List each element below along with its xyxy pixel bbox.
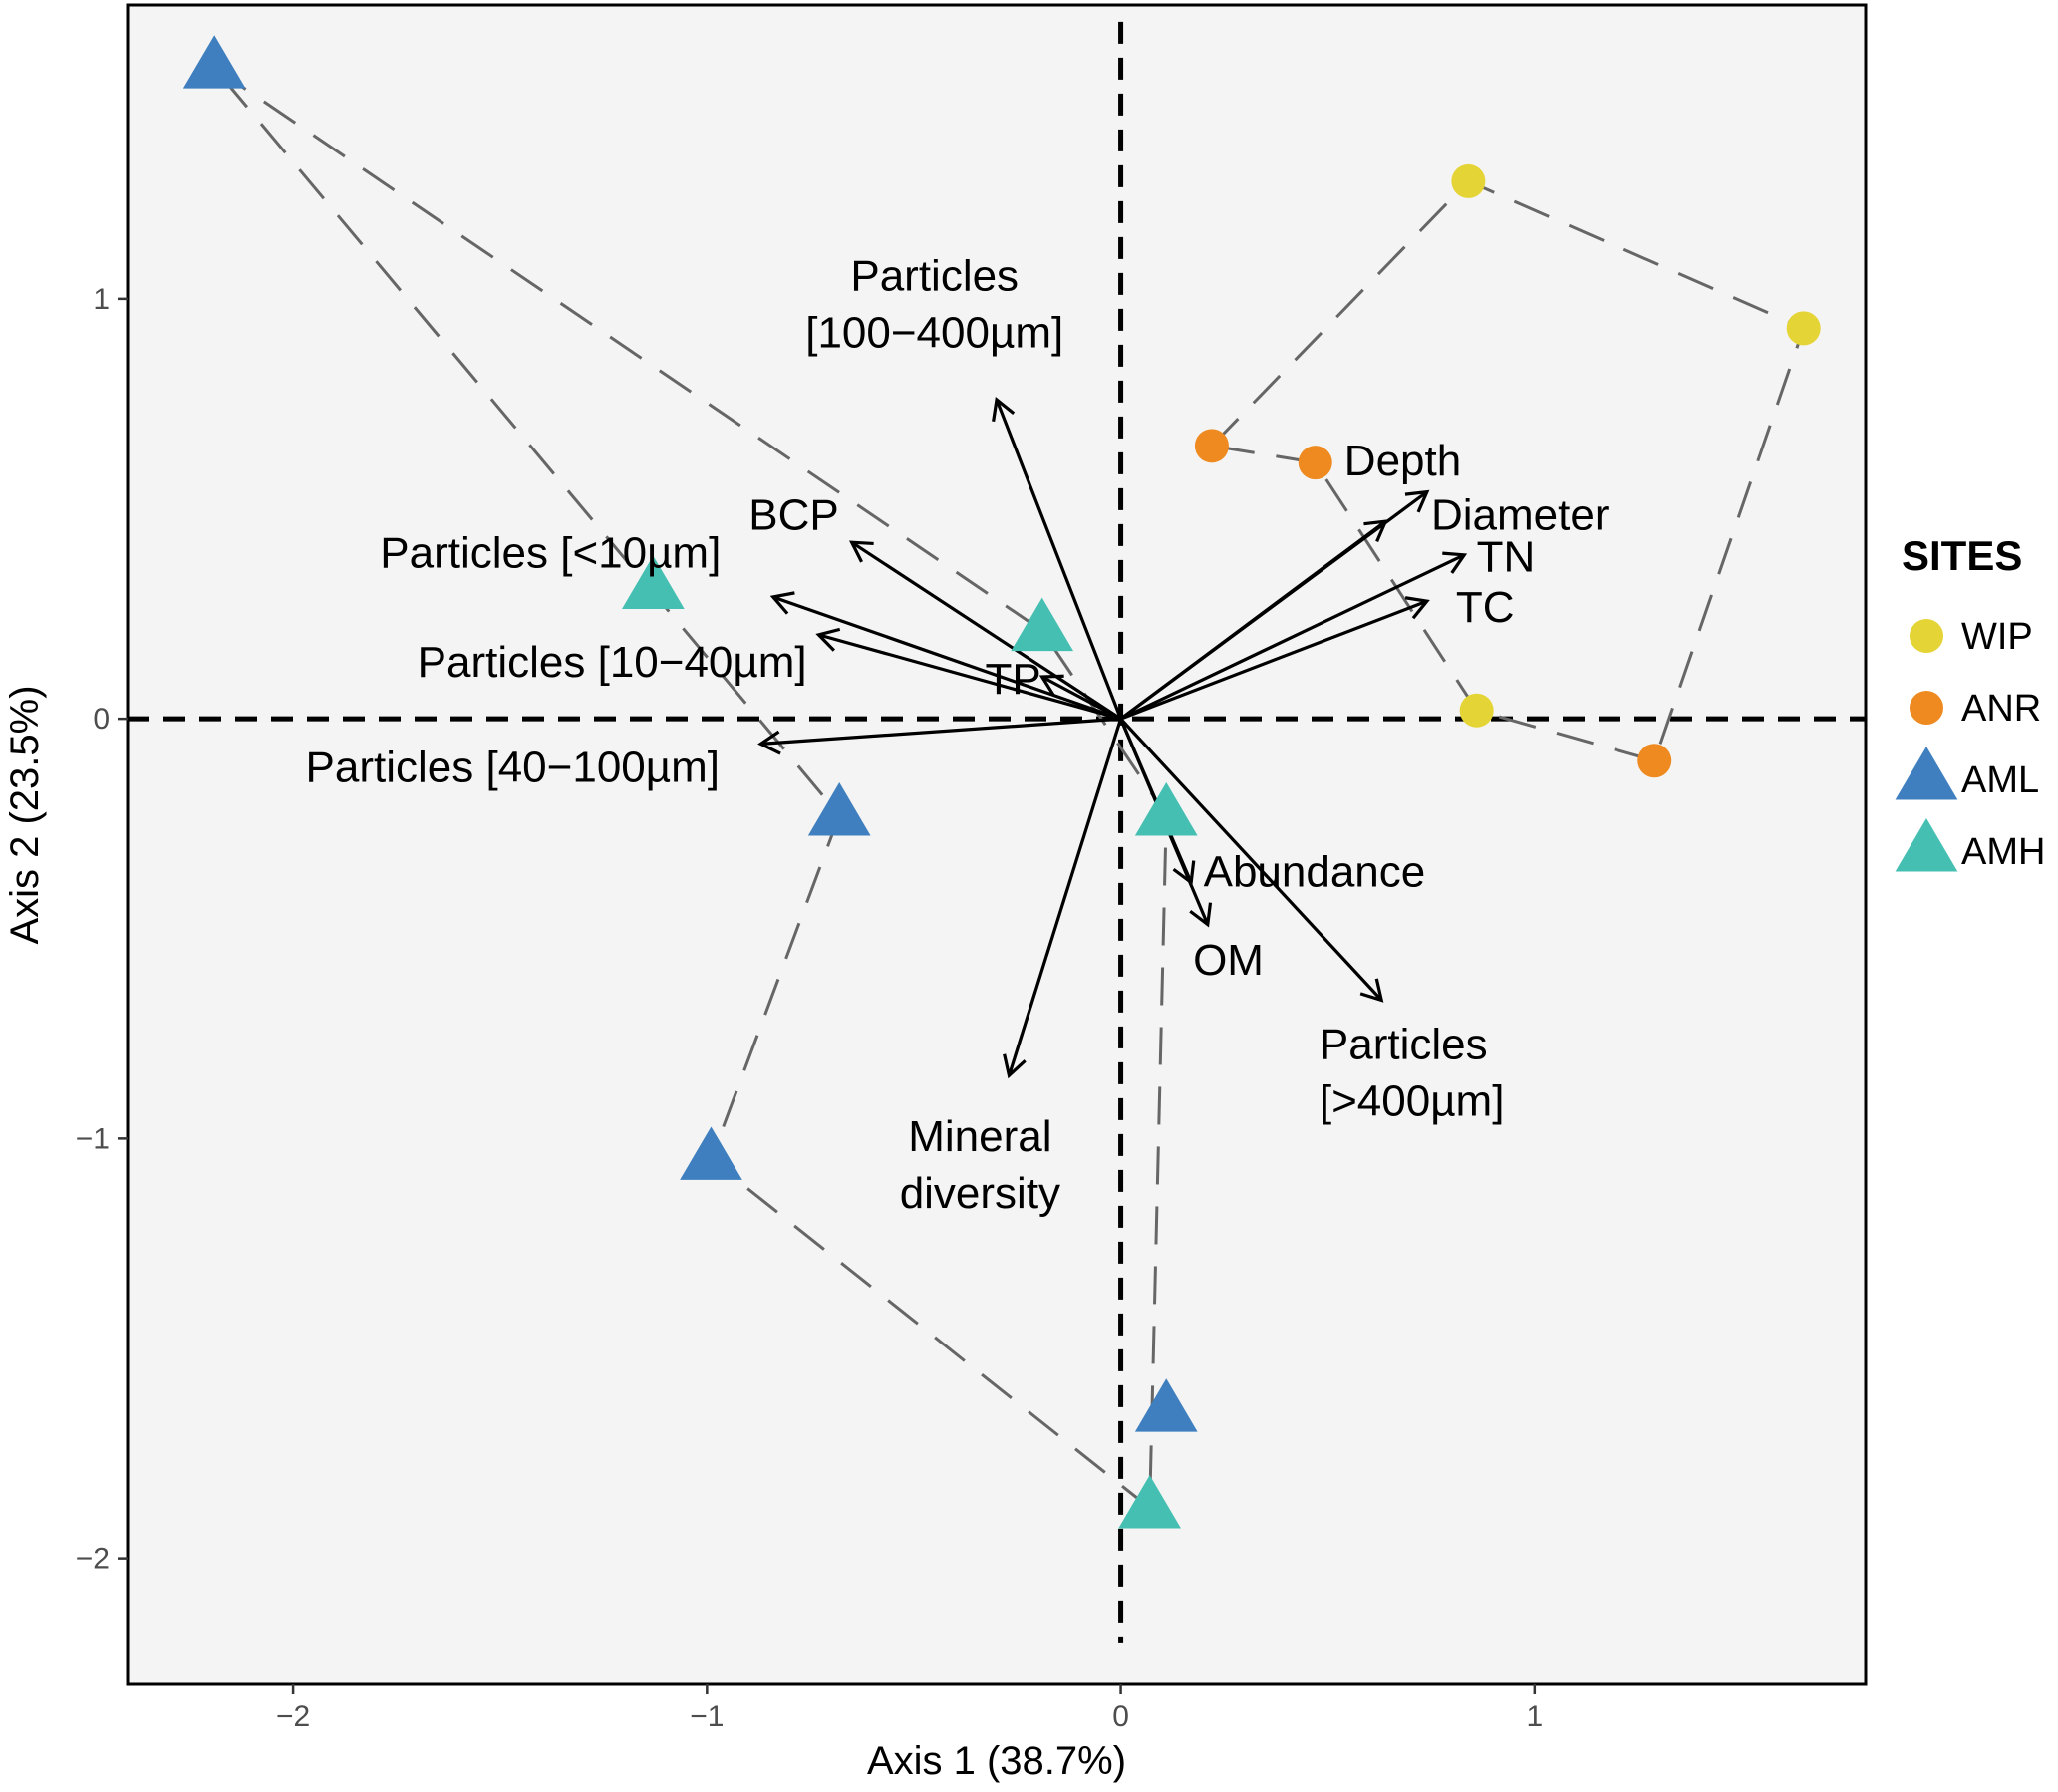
point-amh	[1118, 1475, 1181, 1529]
arrow-particles-40-100-m	[757, 717, 1121, 755]
point-aml	[807, 782, 871, 836]
label-mineral-diversity: Mineral diversity	[900, 1112, 1060, 1218]
arrow-particles-10-m	[769, 591, 1122, 721]
y-axis-title: Axis 2 (23.5%)	[3, 685, 47, 944]
x-axis: −2 −1 0 1	[276, 1684, 1543, 1733]
y-tick-label: 1	[93, 283, 110, 316]
arrow-mineral-diversity	[1003, 718, 1123, 1079]
point-amh	[622, 555, 685, 609]
legend-item-wip: WIP	[1910, 616, 2033, 658]
y-tick-label: 0	[93, 703, 110, 736]
legend-label: AML	[1961, 759, 2039, 801]
label-tn: TN	[1477, 533, 1536, 582]
point-wip	[1786, 311, 1821, 346]
legend-title: SITES	[1902, 532, 2022, 579]
label-line: OM	[1193, 936, 1264, 985]
label-line: Abundance	[1204, 848, 1426, 897]
label-line: [>400µm]	[1320, 1076, 1505, 1125]
label-particles-10-40-m: Particles [10−40µm]	[418, 638, 807, 687]
label-bcp: BCP	[748, 491, 838, 540]
legend-item-amh: AMH	[1895, 818, 2045, 873]
y-tick-label: −1	[76, 1122, 110, 1155]
y-tick-label: −2	[76, 1543, 110, 1576]
label-particles-100-400-m: Particles [100−400µm]	[805, 251, 1063, 357]
arrow-particles-100-400-m	[992, 396, 1123, 720]
point-anr	[1637, 744, 1672, 778]
label-line: Depth	[1344, 437, 1461, 485]
legend-label: WIP	[1961, 616, 2033, 658]
label-particles-400-m: Particles [>400µm]	[1320, 1020, 1505, 1125]
point-aml	[1134, 1378, 1198, 1432]
arrow-particles-400-m	[1119, 718, 1384, 1003]
label-om: OM	[1193, 936, 1264, 985]
point-anr	[1298, 446, 1332, 480]
legend-key	[1910, 619, 1943, 653]
point-anr	[1194, 429, 1229, 463]
arrow-tn	[1119, 551, 1468, 721]
legend-item-aml: AML	[1895, 747, 2039, 801]
legend-key	[1910, 691, 1943, 725]
label-line: Particles [40−100µm]	[306, 743, 720, 791]
arrow-bcp	[848, 540, 1122, 721]
arrow-diameter	[1119, 519, 1388, 721]
point-aml	[680, 1126, 742, 1180]
plot-panel	[128, 5, 1866, 1684]
point-amh	[1134, 782, 1198, 836]
arrow-tc	[1119, 596, 1430, 721]
x-tick-label: 0	[1112, 1700, 1129, 1733]
label-line: TP	[985, 655, 1040, 704]
label-line: Particles [<10µm]	[380, 528, 721, 577]
label-line: TC	[1456, 583, 1515, 632]
point-wip	[1451, 163, 1486, 198]
arrow-particles-10-40-m	[815, 627, 1121, 721]
label-particles-10-m: Particles [<10µm]	[380, 528, 721, 577]
label-line: Mineral	[908, 1112, 1051, 1161]
point-wip	[1459, 693, 1494, 728]
legend-key	[1895, 818, 1958, 872]
legend-label: ANR	[1961, 688, 2041, 730]
legend-label: AMH	[1961, 831, 2045, 873]
environmental-vectors	[757, 396, 1468, 1079]
label-line: Particles	[1320, 1020, 1488, 1068]
label-abundance: Abundance	[1204, 848, 1426, 897]
label-particles-40-100-m: Particles [40−100µm]	[306, 743, 720, 791]
site-points	[182, 35, 1821, 1529]
y-axis: −2 −1 0 1	[76, 283, 128, 1576]
legend-item-anr: ANR	[1910, 688, 2041, 730]
label-line: [100−400µm]	[805, 308, 1063, 357]
x-axis-title: Axis 1 (38.7%)	[867, 1739, 1126, 1783]
arrow-tp	[1038, 674, 1122, 721]
x-tick-label: −2	[276, 1700, 310, 1733]
legend-key	[1895, 747, 1958, 800]
label-depth: Depth	[1344, 437, 1461, 485]
label-line: Particles [10−40µm]	[418, 638, 807, 687]
x-tick-label: −1	[690, 1700, 724, 1733]
label-line: Particles	[850, 251, 1019, 300]
label-diameter: Diameter	[1431, 491, 1610, 540]
point-aml	[182, 35, 246, 89]
label-line: diversity	[900, 1169, 1060, 1218]
plot-border	[126, 3, 1868, 1686]
label-line: TN	[1477, 533, 1536, 582]
reference-lines	[128, 21, 1866, 1643]
label-tp: TP	[985, 655, 1040, 704]
label-tc: TC	[1456, 583, 1515, 632]
label-line: Diameter	[1431, 491, 1610, 540]
point-amh	[1011, 597, 1074, 652]
vector-labels: Particles [100−400µm] BCP Particles [<10µm]…	[306, 251, 1610, 1218]
x-tick-label: 1	[1526, 1700, 1543, 1733]
label-line: BCP	[748, 491, 838, 540]
legend: SITES WIP ANR AML AMH	[1895, 532, 2045, 873]
